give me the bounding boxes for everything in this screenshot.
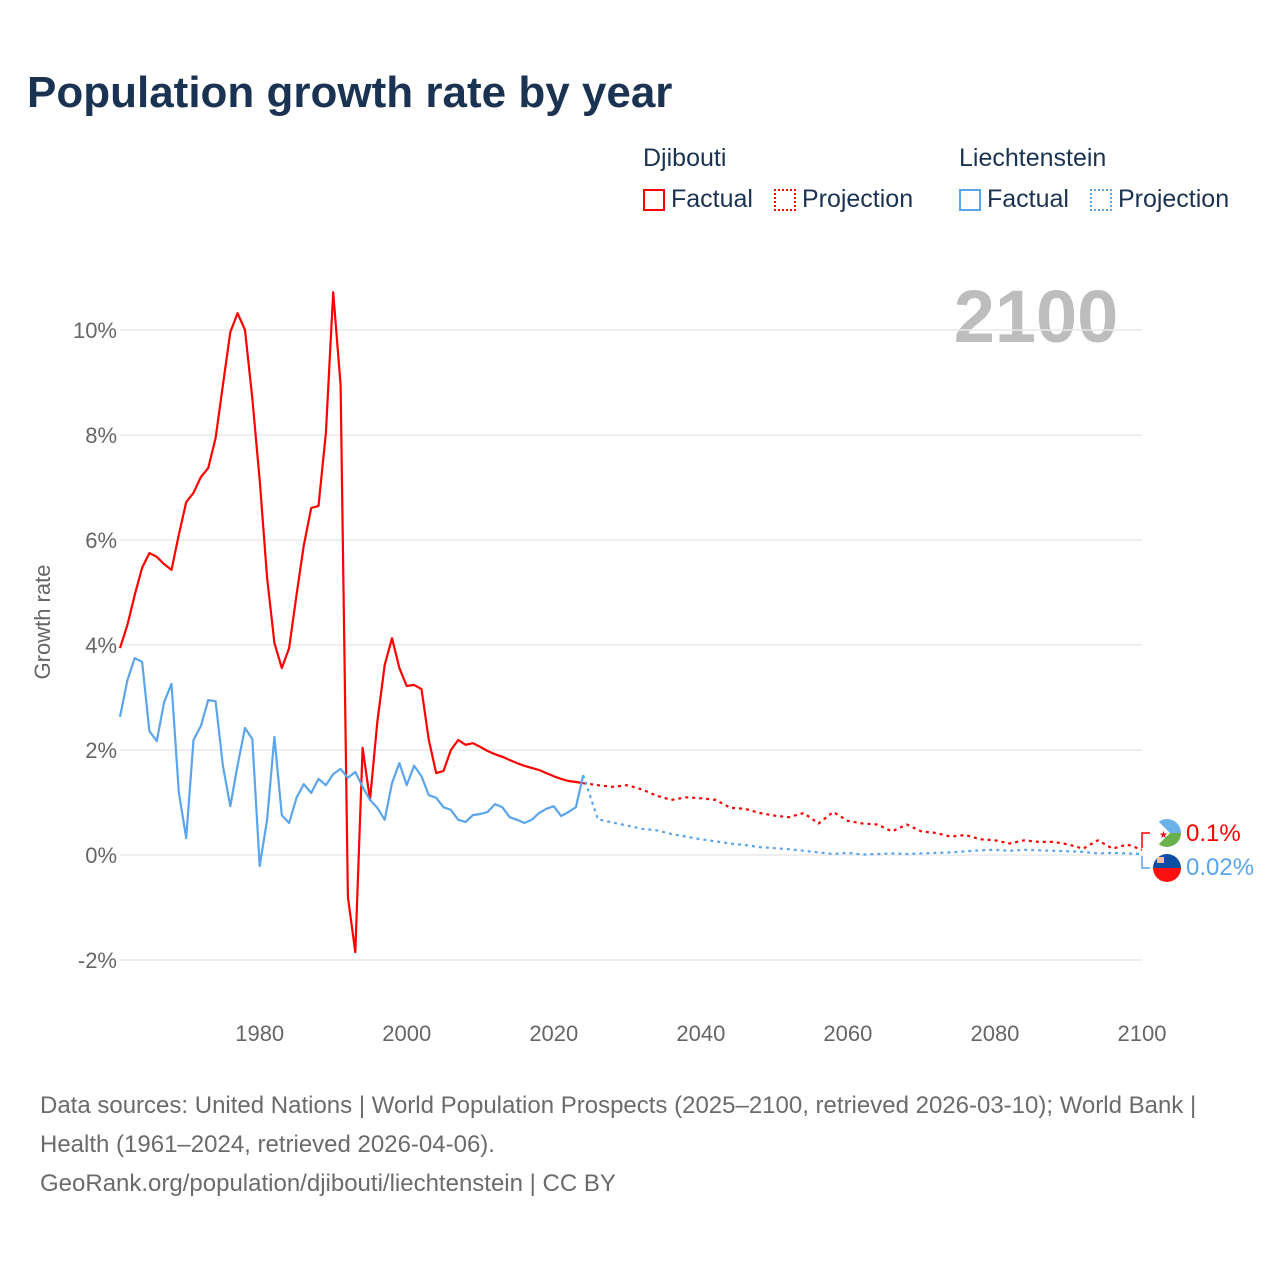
y-tick-label: 10%	[73, 318, 117, 343]
legend-label: Factual	[987, 185, 1069, 213]
legend-label: Projection	[1117, 185, 1230, 213]
y-tick-label: 0%	[85, 843, 117, 868]
chart-title: Population growth rate by year	[27, 68, 673, 117]
series-line-djibouti-factual	[118, 291, 584, 954]
legend-item-djibouti-factual[interactable]: Factual	[643, 185, 753, 214]
x-tick-label: 2020	[529, 1021, 578, 1046]
series-line-djibouti-projection	[583, 782, 1143, 851]
footer: Data sources: United Nations | World Pop…	[40, 1086, 1240, 1203]
legend-djibouti: Djibouti Factual Projection	[643, 144, 927, 218]
legend-country: Djibouti	[643, 144, 727, 172]
legend-swatch-dotted	[773, 188, 796, 211]
legend-country: Liechtenstein	[959, 144, 1107, 172]
svg-text:★: ★	[1159, 830, 1168, 841]
djibouti-flag-icon: ★	[1153, 819, 1181, 847]
x-tick-label: 1980	[235, 1021, 284, 1046]
legend-label: Factual	[671, 185, 753, 213]
y-tick-label: -2%	[78, 948, 117, 973]
x-tick-label: 2000	[382, 1021, 431, 1046]
end-labels: ★ 0.1% 0.02%	[1141, 819, 1254, 882]
legend-label: Projection	[801, 185, 914, 213]
end-label-djibouti: 0.1%	[1186, 820, 1241, 847]
y-tick-label: 6%	[85, 528, 117, 553]
current-year-label: 2100	[954, 275, 1119, 358]
legend-item-liechtenstein-projection[interactable]: Projection	[1089, 185, 1230, 214]
legend-liechtenstein: Liechtenstein Factual Projection	[959, 144, 1243, 218]
x-tick-label: 2080	[970, 1021, 1019, 1046]
legend-item-djibouti-projection[interactable]: Projection	[773, 185, 914, 214]
liechtenstein-flag-icon	[1153, 854, 1181, 882]
y-tick-label: 8%	[85, 423, 117, 448]
attribution-link[interactable]: GeoRank.org/population/djibouti/liechten…	[40, 1170, 616, 1197]
connector-djibouti	[1141, 832, 1150, 848]
legend-swatch-solid	[643, 188, 665, 211]
legend-item-liechtenstein-factual[interactable]: Factual	[959, 185, 1069, 214]
x-tick-label: 2040	[676, 1021, 725, 1046]
legend-swatch-dotted	[1089, 188, 1112, 211]
end-label-liechtenstein: 0.02%	[1186, 854, 1254, 881]
chart-area: 2100 -2% 0% 2% 4% 6% 8% 10% 1980 2000 2020 2040 206…	[30, 275, 1254, 1046]
series-line-liechtenstein-projection	[582, 774, 1143, 856]
y-tick-label: 4%	[85, 633, 117, 658]
connector-liechtenstein	[1141, 856, 1150, 869]
y-axis-label: Growth rate	[30, 565, 55, 680]
series-line-liechtenstein-factual	[118, 657, 585, 868]
legend-swatch-solid	[959, 188, 981, 211]
x-tick-label: 2100	[1118, 1021, 1167, 1046]
data-sources: Data sources: United Nations | World Pop…	[40, 1092, 1197, 1158]
y-tick-label: 2%	[85, 738, 117, 763]
x-tick-label: 2060	[823, 1021, 872, 1046]
